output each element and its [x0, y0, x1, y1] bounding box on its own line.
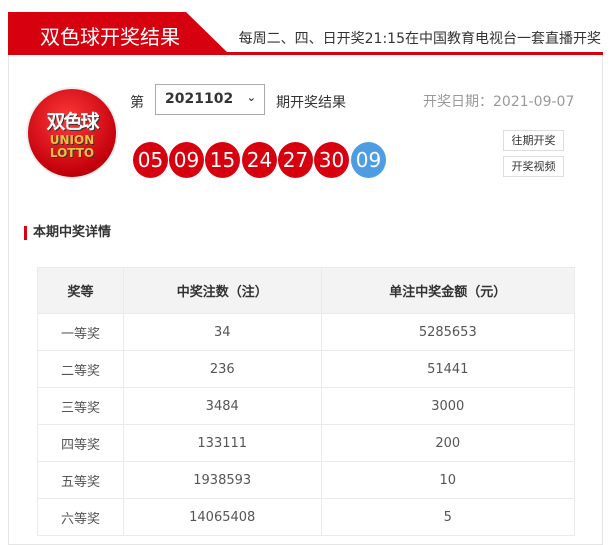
draw-date: 开奖日期：2021-09-07	[423, 94, 575, 110]
red-ball: 24	[242, 142, 277, 178]
table-cell: 51441	[320, 350, 576, 388]
table-row: 五等奖 1938593 10	[37, 461, 576, 499]
col-header: 奖等	[37, 267, 124, 314]
schedule-text: 每周二、四、日开奖21:15在中国教育电视台一套直播开奖	[238, 31, 601, 47]
issue-select[interactable]: 2021102 ⌄	[155, 84, 265, 115]
table-row: 三等奖 3484 3000	[37, 387, 576, 425]
table-cell: 34	[122, 313, 322, 351]
table-cell: 一等奖	[37, 313, 124, 351]
issue-value: 2021102	[165, 91, 234, 107]
page-title: 双色球开奖结果	[40, 25, 180, 49]
title-tab	[8, 12, 230, 55]
red-ball: 15	[205, 142, 240, 178]
prize-table: 奖等 中奖注数（注） 单注中奖金额（元） 一等奖 34 5285653 二等奖 236 5…	[37, 267, 576, 536]
draw-video-button[interactable]: 开奖视频	[503, 156, 564, 177]
blue-ball: 09	[351, 142, 386, 178]
table-cell: 1938593	[122, 461, 322, 499]
table-cell: 5285653	[320, 313, 576, 351]
logo-line1: UNION	[49, 132, 95, 147]
table-row: 四等奖 133111 200	[37, 424, 576, 462]
issue-prefix: 第	[130, 95, 144, 111]
history-draws-button[interactable]: 往期开奖	[503, 130, 564, 151]
red-ball: 30	[314, 142, 349, 178]
table-cell: 5	[320, 498, 576, 536]
table-cell: 14065408	[122, 498, 322, 536]
table-cell: 五等奖	[37, 461, 124, 499]
table-cell: 10	[320, 461, 576, 499]
section-title: 本期中奖详情	[24, 226, 111, 240]
table-cell: 3000	[320, 387, 576, 425]
table-cell: 二等奖	[37, 350, 124, 388]
col-header: 中奖注数（注）	[122, 267, 322, 314]
table-cell: 三等奖	[37, 387, 124, 425]
table-row: 六等奖 14065408 5	[37, 498, 576, 536]
col-header: 单注中奖金额（元）	[320, 267, 576, 314]
logo-cn: 双色球	[46, 110, 99, 133]
union-lotto-logo: 双色球 UNION LOTTO	[28, 89, 116, 177]
table-cell: 四等奖	[37, 424, 124, 462]
red-ball: 27	[278, 142, 313, 178]
table-cell: 3484	[122, 387, 322, 425]
table-cell: 133111	[122, 424, 322, 462]
table-cell: 六等奖	[37, 498, 124, 536]
table-cell: 200	[320, 424, 576, 462]
red-ball: 05	[133, 142, 168, 178]
table-row: 二等奖 236 51441	[37, 350, 576, 388]
issue-suffix: 期开奖结果	[276, 95, 346, 111]
chevron-down-icon: ⌄	[246, 91, 256, 104]
table-cell: 236	[122, 350, 322, 388]
logo-line2: LOTTO	[49, 145, 95, 160]
red-ball: 09	[169, 142, 204, 178]
header-bar: 双色球开奖结果 每周二、四、日开奖21:15在中国教育电视台一套直播开奖	[8, 12, 603, 55]
table-row: 一等奖 34 5285653	[37, 313, 576, 351]
